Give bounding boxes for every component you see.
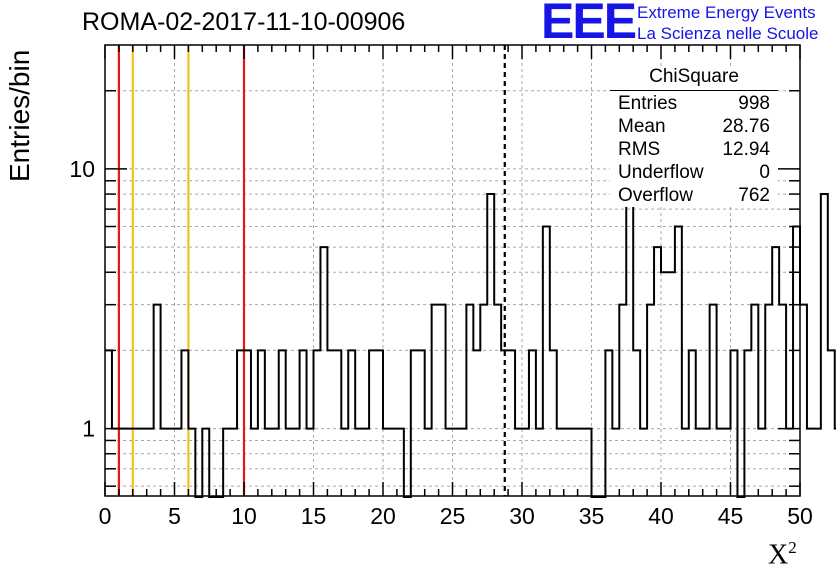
stats-value: 12.94 — [722, 139, 770, 160]
stats-row-rms: RMS 12.94 — [610, 138, 778, 161]
stats-value: 28.76 — [722, 116, 770, 137]
x-tick-label: 5 — [168, 503, 181, 529]
x-tick-labels: 0 5 10 15 20 25 30 35 40 45 50 — [99, 503, 813, 529]
x-axis-label-base: X — [768, 539, 789, 571]
x-tick-label: 50 — [787, 503, 813, 529]
stats-value: 762 — [738, 185, 770, 206]
y-tick-label: 10 — [69, 156, 95, 182]
stats-label: Underflow — [618, 162, 704, 183]
x-tick-label: 20 — [370, 503, 396, 529]
logo-line-2: La Scienza nelle Scuole — [637, 24, 819, 43]
x-tick-label: 25 — [440, 503, 466, 529]
x-tick-label: 30 — [509, 503, 535, 529]
stats-label: Entries — [618, 93, 678, 114]
x-tick-label: 15 — [301, 503, 327, 529]
stats-value: 998 — [738, 93, 770, 114]
stats-row-underflow: Underflow 0 — [610, 161, 778, 184]
stats-title: ChiSquare — [610, 66, 778, 91]
x-tick-label: 0 — [99, 503, 112, 529]
grid-lines — [105, 45, 800, 496]
vertical-markers — [117, 45, 506, 496]
y-tick-labels: 1 10 — [69, 156, 95, 442]
eee-logo: EEE — [541, 0, 637, 49]
x-tick-label: 40 — [648, 503, 674, 529]
plot-frame — [104, 44, 801, 497]
x-axis-label: X2 — [768, 538, 797, 571]
logo-line-1: Extreme Energy Events — [637, 3, 816, 22]
x-tick-label: 35 — [579, 503, 605, 529]
x-axis-label-superscript: 2 — [788, 538, 797, 557]
stats-value: 0 — [759, 162, 770, 183]
stats-row-entries: Entries 998 — [610, 92, 778, 115]
chart-title: ROMA-02-2017-11-10-00906 — [82, 8, 406, 36]
axis-ticks — [104, 45, 801, 496]
x-tick-label: 45 — [718, 503, 744, 529]
stats-label: RMS — [618, 139, 661, 160]
y-tick-label: 1 — [82, 416, 95, 442]
stats-label: Overflow — [618, 185, 693, 206]
stats-label: Mean — [618, 116, 666, 137]
y-axis-label: Entries/bin — [4, 49, 35, 182]
stats-box: ChiSquare Entries 998 Mean 28.76 RMS 12.94 … — [610, 66, 778, 207]
stats-row-mean: Mean 28.76 — [610, 115, 778, 138]
stats-row-overflow: Overflow 762 — [610, 184, 778, 207]
x-tick-label: 10 — [231, 503, 257, 529]
histogram-line — [105, 179, 836, 498]
